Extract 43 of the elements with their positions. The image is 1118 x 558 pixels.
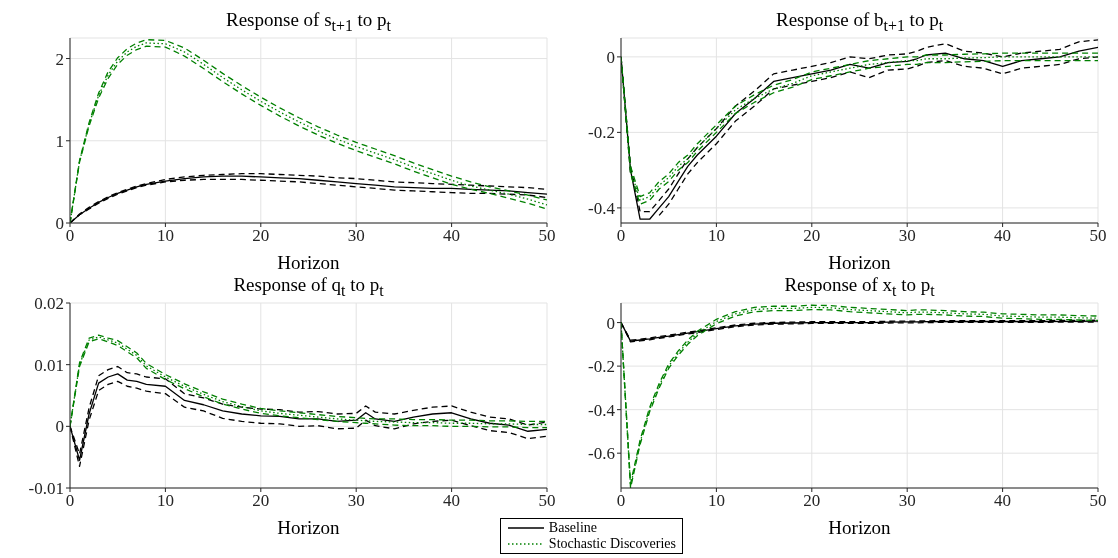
x-tick-label: 30 <box>898 491 916 511</box>
y-tick-label: -0.4 <box>588 198 616 218</box>
chart-title: Response of x$_{t}$ to p$_{t}$ <box>783 273 936 299</box>
x-tick-label: 10 <box>707 226 725 246</box>
x-tick-label: 30 <box>347 491 365 511</box>
x-axis-title: Horizon <box>277 252 341 273</box>
x-tick-label: 10 <box>707 491 725 511</box>
y-tick-label: 0.02 <box>34 294 64 314</box>
y-tick-label: 0 <box>606 47 615 67</box>
x-tick-label: 50 <box>1089 226 1107 246</box>
x-tick-label: 40 <box>994 491 1012 511</box>
x-axis-title: Horizon <box>828 252 892 273</box>
y-tick-label: -0.2 <box>588 123 615 143</box>
y-tick-label: 2 <box>55 49 64 69</box>
x-tick-label: 10 <box>156 491 174 511</box>
legend-label: Stochastic Discoveries <box>548 536 676 552</box>
y-tick-label: 0 <box>55 417 64 437</box>
y-tick-label: -0.01 <box>28 479 64 499</box>
legend-label: Baseline <box>548 520 598 536</box>
y-tick-label: 0.01 <box>34 355 64 375</box>
y-tick-label: 0 <box>606 313 615 333</box>
y-tick-label: -0.4 <box>588 400 616 420</box>
x-tick-label: 40 <box>443 491 461 511</box>
x-tick-label: 20 <box>803 491 821 511</box>
x-tick-label: 20 <box>803 226 821 246</box>
x-tick-label: 30 <box>898 226 916 246</box>
x-tick-label: 50 <box>538 226 556 246</box>
x-tick-label: 30 <box>347 226 365 246</box>
x-tick-label: 20 <box>252 226 270 246</box>
x-tick-label: 50 <box>538 491 556 511</box>
x-tick-label: 40 <box>994 226 1012 246</box>
chart-title: Response of q$_{t}$ to p$_{t}$ <box>233 274 384 299</box>
y-tick-label: -0.6 <box>588 444 615 464</box>
x-tick-label: 10 <box>156 226 174 246</box>
chart-title: Response of s$_{t+1}$ to p$_{t}$ <box>225 8 392 34</box>
x-axis-title: Horizon <box>277 517 341 538</box>
y-tick-label: 1 <box>55 131 64 151</box>
x-tick-label: 20 <box>252 491 270 511</box>
chart-title: Response of b$_{t+1}$ to p$_{t}$ <box>774 8 945 34</box>
x-tick-label: 50 <box>1089 491 1107 511</box>
x-tick-label: 40 <box>443 226 461 246</box>
x-axis-title: Horizon <box>828 517 892 538</box>
y-tick-label: -0.2 <box>588 357 615 377</box>
